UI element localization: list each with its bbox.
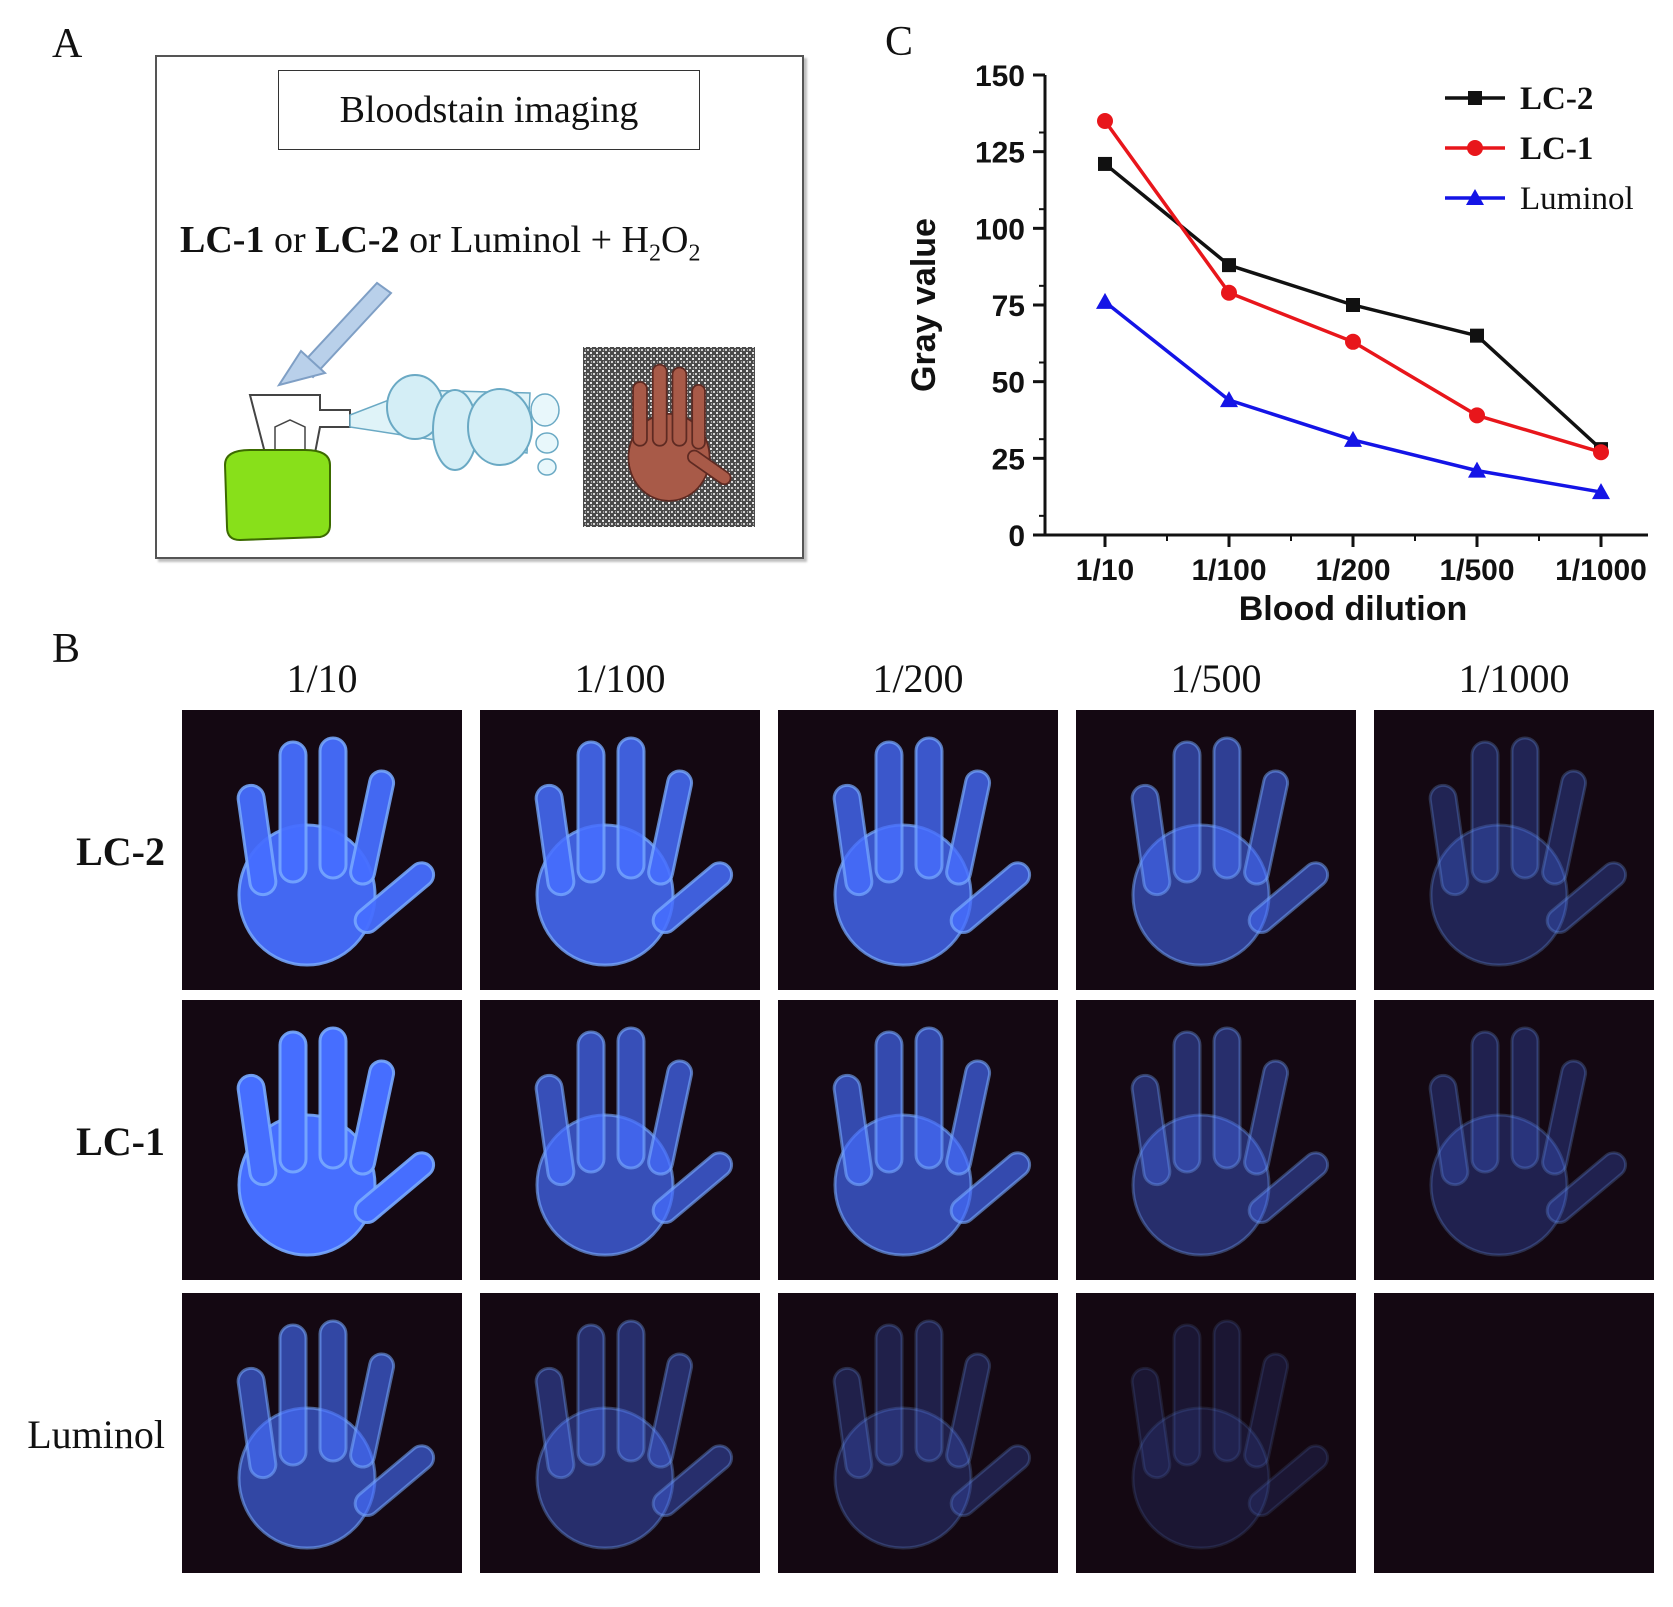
handprint-image	[182, 1293, 462, 1573]
series-point	[1466, 189, 1484, 205]
y-tick-label: 125	[975, 137, 1025, 170]
series-point	[1593, 444, 1609, 461]
reagent-lc1: LC-1	[180, 219, 265, 261]
handprint-image	[778, 1293, 1058, 1573]
y-tick-label: 0	[1008, 520, 1025, 553]
spray-illustration	[223, 281, 755, 542]
x-axis-title: Blood dilution	[1239, 590, 1468, 628]
column-label: 1/200	[872, 656, 964, 701]
legend-label: LC-2	[1520, 81, 1593, 117]
y-tick-label: 100	[975, 213, 1025, 246]
y-axis-title: Gray value	[905, 218, 943, 392]
series-point	[1470, 328, 1484, 343]
x-tick-label: 1/500	[1439, 554, 1514, 587]
column-label: 1/10	[286, 656, 358, 701]
handprint-image	[1374, 710, 1654, 990]
row-label: LC-1	[76, 1119, 165, 1164]
x-tick-label: 1/200	[1315, 554, 1390, 587]
spray-bottle-icon	[223, 394, 351, 542]
handprint-image	[480, 1293, 760, 1573]
x-tick-label: 1/10	[1076, 554, 1134, 587]
reagent-sub2: 2	[688, 240, 701, 267]
series-point	[1346, 298, 1360, 312]
handprint-image	[1374, 1293, 1654, 1573]
series-point	[1345, 333, 1361, 350]
reagent-or1: or	[264, 219, 316, 261]
series-point	[1592, 483, 1610, 500]
series-point	[1222, 258, 1236, 273]
column-label: 1/500	[1170, 656, 1262, 701]
series-point	[1220, 391, 1238, 408]
handprint-image	[480, 710, 760, 990]
spray-mist-icon	[349, 374, 560, 476]
series-point	[1221, 284, 1237, 301]
panel-letter-c: C	[885, 19, 914, 65]
reagent-caption: LC-1 or LC-2 or Luminol + H2O2	[180, 218, 700, 268]
column-label: 1/1000	[1458, 656, 1570, 701]
y-tick-label: 25	[992, 443, 1025, 476]
series-point	[1468, 91, 1482, 105]
handprint-image	[1076, 710, 1356, 990]
series-point	[1467, 140, 1483, 156]
handprint-image	[778, 710, 1058, 990]
series-point	[1468, 461, 1486, 478]
series-point	[1096, 292, 1114, 309]
series-point	[1344, 430, 1362, 447]
series-line-luminol	[1103, 300, 1602, 494]
bloodstain-photo	[583, 347, 755, 527]
y-tick-label: 50	[992, 367, 1025, 400]
handprint-image	[480, 1000, 760, 1280]
legend-label: LC-1	[1520, 131, 1593, 167]
chart-legend: LC-2 LC-1 Luminol	[1445, 81, 1634, 217]
chart-axes: 0 25 50 75 100 125 150 1/10 1/100 1/200 1/500 1/100…	[905, 60, 1648, 628]
series-line-lc-1	[1103, 119, 1602, 454]
chart-series	[1096, 113, 1610, 500]
handprint-image	[778, 1000, 1058, 1280]
handprint-image	[182, 710, 462, 990]
reagent-o: O	[660, 219, 689, 261]
series-point	[1469, 407, 1485, 424]
handprint-image	[1076, 1000, 1356, 1280]
column-label: 1/100	[574, 656, 666, 701]
x-tick-label: 1/1000	[1555, 554, 1647, 587]
panel-letter-a: A	[52, 21, 83, 67]
row-label: LC-2	[76, 829, 165, 874]
arrow-icon	[276, 281, 393, 387]
handprint-image	[1374, 1000, 1654, 1280]
legend-label: Luminol	[1520, 181, 1634, 217]
y-tick-label: 75	[992, 290, 1025, 323]
row-label: Luminol	[27, 1412, 165, 1457]
series-point	[1098, 156, 1112, 171]
schematic-title: Bloodstain imaging	[278, 70, 700, 150]
panel-letter-b: B	[52, 626, 81, 672]
x-tick-label: 1/100	[1191, 554, 1266, 587]
handprint-image	[1076, 1293, 1356, 1573]
handprint-image	[182, 1000, 462, 1280]
gray-value-chart: 0 25 50 75 100 125 150 1/10 1/100 1/200 1/500 1/100…	[905, 60, 1648, 628]
reagent-sub1: 2	[648, 240, 661, 267]
reagent-lc2: LC-2	[315, 219, 400, 261]
reagent-or2: or Luminol + H	[399, 219, 649, 261]
y-tick-label: 150	[975, 60, 1025, 93]
series-point	[1097, 113, 1113, 129]
